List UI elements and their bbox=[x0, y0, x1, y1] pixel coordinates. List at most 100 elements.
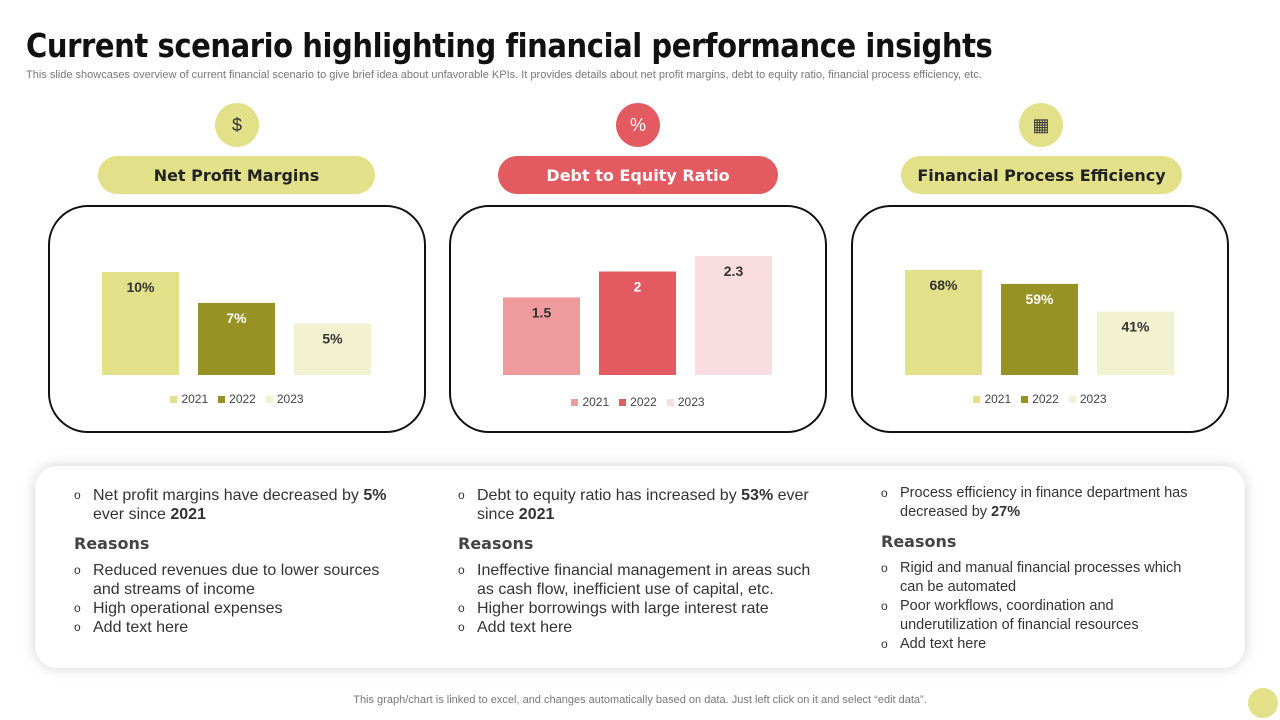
money-bag-icon: $ bbox=[215, 103, 259, 147]
bullet-icon: o bbox=[881, 599, 888, 613]
headline-part: ever since bbox=[477, 487, 809, 523]
headline-part: Process efficiency in finance department… bbox=[900, 485, 1188, 520]
page-subtitle: This slide showcases overview of current… bbox=[26, 69, 982, 81]
bar-2021 bbox=[102, 272, 179, 375]
legend-label: 2022 bbox=[229, 392, 256, 406]
legend-label: 2022 bbox=[630, 395, 657, 409]
headline-part: 2021 bbox=[518, 506, 555, 523]
reason-item: o Poor workflows, coordination and underu… bbox=[881, 597, 1201, 635]
bar-2021 bbox=[905, 270, 982, 375]
reason-text: High operational expenses bbox=[93, 600, 283, 617]
reason-text: Poor workflows, coordination and underut… bbox=[900, 598, 1139, 633]
data-label: 2 bbox=[634, 279, 642, 295]
legend-swatch bbox=[1068, 396, 1076, 403]
reason-item: o Ineffective financial management in are… bbox=[458, 561, 818, 599]
data-label: 10% bbox=[126, 279, 155, 295]
chart-card: 10% 7% 5% 2021 2022 2023 bbox=[48, 205, 426, 433]
bullet-icon: o bbox=[458, 601, 465, 615]
chart-legend: 2021 2022 2023 bbox=[451, 395, 825, 409]
legend-label: 2023 bbox=[677, 395, 705, 409]
reasons-heading: Reasons bbox=[74, 534, 150, 553]
bullet-icon: o bbox=[74, 488, 81, 502]
bar-2023 bbox=[695, 256, 772, 375]
legend-swatch bbox=[571, 399, 579, 406]
insight-column: o Process efficiency in finance departmen… bbox=[881, 484, 1201, 654]
bar-2022 bbox=[599, 271, 676, 375]
headline-part: 53% bbox=[741, 487, 774, 504]
headline-part: 27% bbox=[991, 504, 1021, 520]
bar-chart: 1.5 2 2.3 bbox=[503, 256, 772, 375]
bar-2023 bbox=[294, 323, 371, 375]
legend-item: 2021 bbox=[170, 392, 208, 406]
bullet-icon: o bbox=[458, 620, 465, 634]
percent-icon: % bbox=[616, 103, 660, 147]
insight-column: o Net profit margins have decreased by 5%… bbox=[74, 486, 394, 637]
data-label: 41% bbox=[1121, 319, 1150, 335]
footer-note: This graph/chart is linked to excel, and… bbox=[353, 694, 927, 706]
chart-title: Net Profit Margins bbox=[98, 156, 375, 194]
legend-swatch bbox=[170, 396, 178, 403]
calculator-icon: ▦ bbox=[1019, 103, 1063, 147]
reason-item: o Add text here bbox=[458, 618, 818, 637]
bar-chart: 10% 7% 5% bbox=[102, 272, 371, 375]
legend-item: 2023 bbox=[265, 392, 304, 406]
reason-text: Add text here bbox=[900, 636, 987, 652]
legend-item: 2022 bbox=[619, 395, 657, 409]
chart-card: 1.5 2 2.3 2021 2022 2023 bbox=[449, 205, 827, 433]
chart-card: 68% 59% 41% 2021 2022 2023 bbox=[851, 205, 1229, 433]
bar-2022 bbox=[198, 302, 275, 375]
insight-headline: o Debt to equity ratio has increased by 5… bbox=[458, 486, 818, 524]
chart-title: Debt to Equity Ratio bbox=[498, 156, 778, 194]
reason-item: o Reduced revenues due to lower sources a… bbox=[74, 561, 394, 599]
bullet-icon: o bbox=[881, 486, 888, 500]
insights-panel: o Net profit margins have decreased by 5%… bbox=[35, 466, 1245, 668]
legend-item: 2023 bbox=[666, 395, 705, 409]
bar-2021 bbox=[503, 297, 580, 375]
legend-swatch bbox=[218, 396, 226, 403]
chart-title: Financial Process Efficiency bbox=[901, 156, 1182, 194]
legend-swatch bbox=[1021, 396, 1029, 403]
data-label: 5% bbox=[322, 331, 343, 347]
bullet-icon: o bbox=[74, 620, 81, 634]
legend-label: 2023 bbox=[276, 392, 304, 406]
reason-item: o Rigid and manual financial processes wh… bbox=[881, 559, 1201, 597]
bullet-icon: o bbox=[881, 637, 888, 651]
legend-label: 2023 bbox=[1079, 392, 1107, 406]
bullet-icon: o bbox=[881, 561, 888, 575]
legend-swatch bbox=[973, 396, 981, 403]
reason-text: Higher borrowings with large interest ra… bbox=[477, 600, 769, 617]
data-label: 59% bbox=[1025, 291, 1054, 307]
insight-headline: o Net profit margins have decreased by 5%… bbox=[74, 486, 394, 524]
legend-item: 2021 bbox=[973, 392, 1011, 406]
decorative-circle bbox=[1248, 688, 1278, 718]
legend-label: 2022 bbox=[1032, 392, 1059, 406]
data-label: 2.3 bbox=[724, 263, 744, 279]
reasons-heading: Reasons bbox=[881, 532, 957, 551]
legend-swatch bbox=[666, 399, 674, 406]
headline-part: 5% bbox=[363, 487, 387, 504]
reason-text: Reduced revenues due to lower sources an… bbox=[93, 562, 380, 598]
insight-headline: o Process efficiency in finance departmen… bbox=[881, 484, 1201, 522]
headline-part: Debt to equity ratio has increased by bbox=[477, 487, 742, 504]
bar-chart: 68% 59% 41% bbox=[905, 270, 1174, 375]
legend-item: 2022 bbox=[1021, 392, 1059, 406]
reason-text: Add text here bbox=[477, 619, 573, 636]
data-label: 7% bbox=[226, 310, 247, 326]
headline-part: Net profit margins have decreased by bbox=[93, 487, 364, 504]
reasons-heading: Reasons bbox=[458, 534, 534, 553]
bullet-icon: o bbox=[74, 601, 81, 615]
page-title: Current scenario highlighting financial … bbox=[26, 26, 993, 65]
reason-text: Ineffective financial management in area… bbox=[477, 562, 811, 598]
reason-item: o Add text here bbox=[881, 635, 1201, 654]
legend-label: 2021 bbox=[582, 395, 610, 409]
data-label: 68% bbox=[929, 277, 958, 293]
reason-item: o High operational expenses bbox=[74, 599, 394, 618]
bullet-icon: o bbox=[458, 488, 465, 502]
legend-item: 2022 bbox=[218, 392, 256, 406]
reason-item: o Add text here bbox=[74, 618, 394, 637]
headline-part: ever since bbox=[93, 506, 171, 523]
data-label: 1.5 bbox=[532, 304, 552, 320]
reason-text: Add text here bbox=[93, 619, 189, 636]
legend-label: 2021 bbox=[181, 392, 209, 406]
bar-2022 bbox=[1001, 283, 1078, 375]
